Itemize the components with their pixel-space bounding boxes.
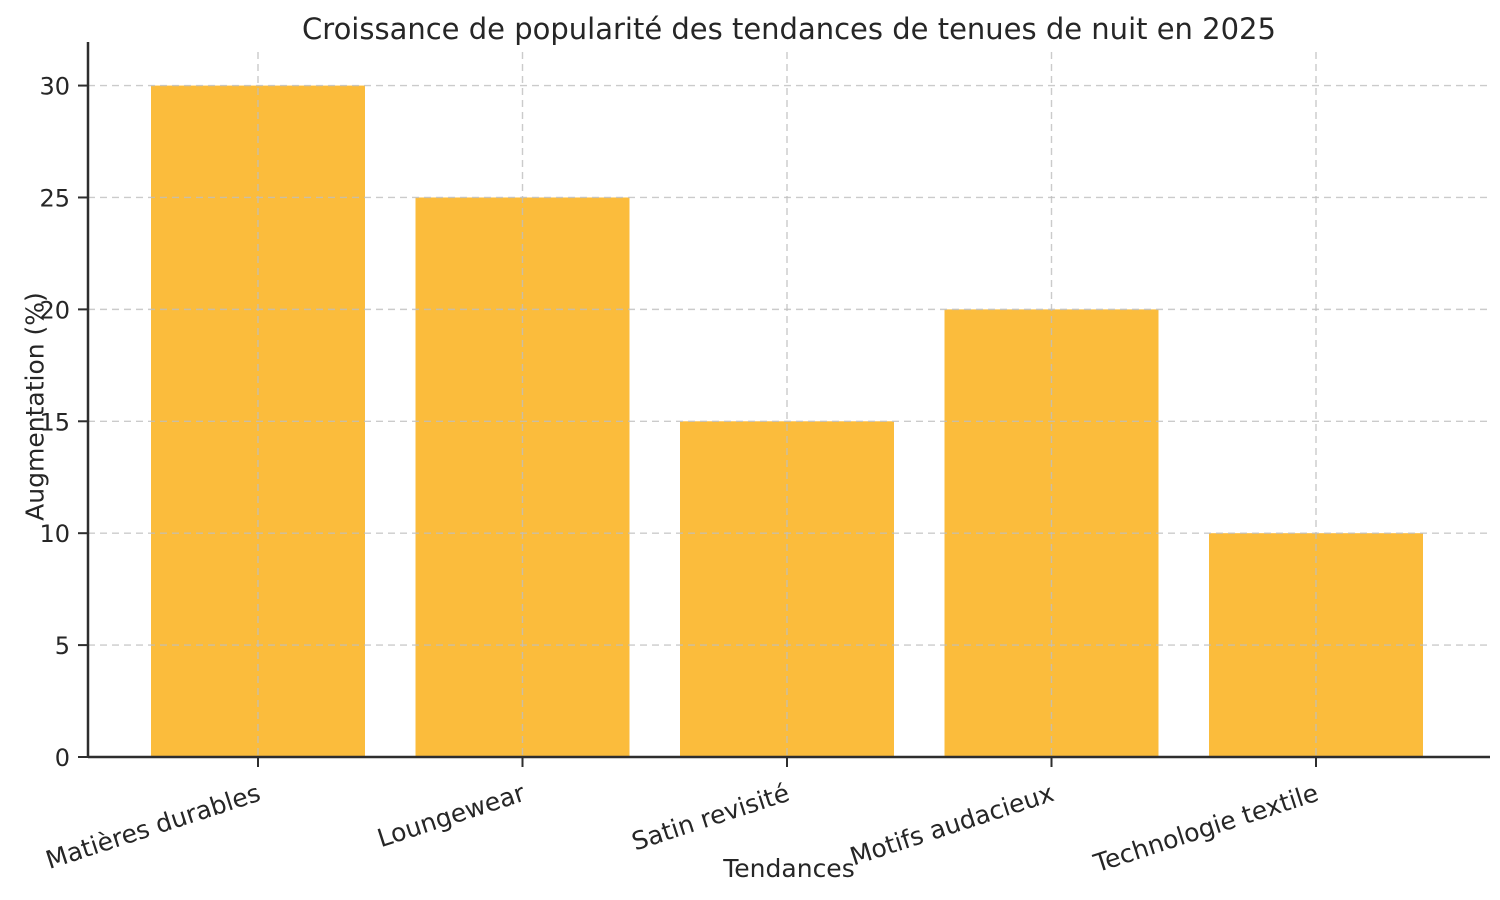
x-tick-label-2: Satin revisité [628,778,793,856]
x-tick-label-1: Loungewear [374,778,529,853]
y-tick-label-10: 10 [39,520,70,548]
y-axis-label: Augmentation (%) [20,292,50,521]
x-axis-label: Tendances [723,854,855,883]
y-tick-label-25: 25 [39,184,70,212]
y-tick-label-5: 5 [55,632,70,660]
y-tick-label-20: 20 [39,296,70,324]
y-tick-label-30: 30 [39,73,70,101]
y-tick-label-0: 0 [55,744,70,772]
chart-title: Croissance de popularité des tendances d… [302,12,1276,46]
y-tick-label-15: 15 [39,408,70,436]
